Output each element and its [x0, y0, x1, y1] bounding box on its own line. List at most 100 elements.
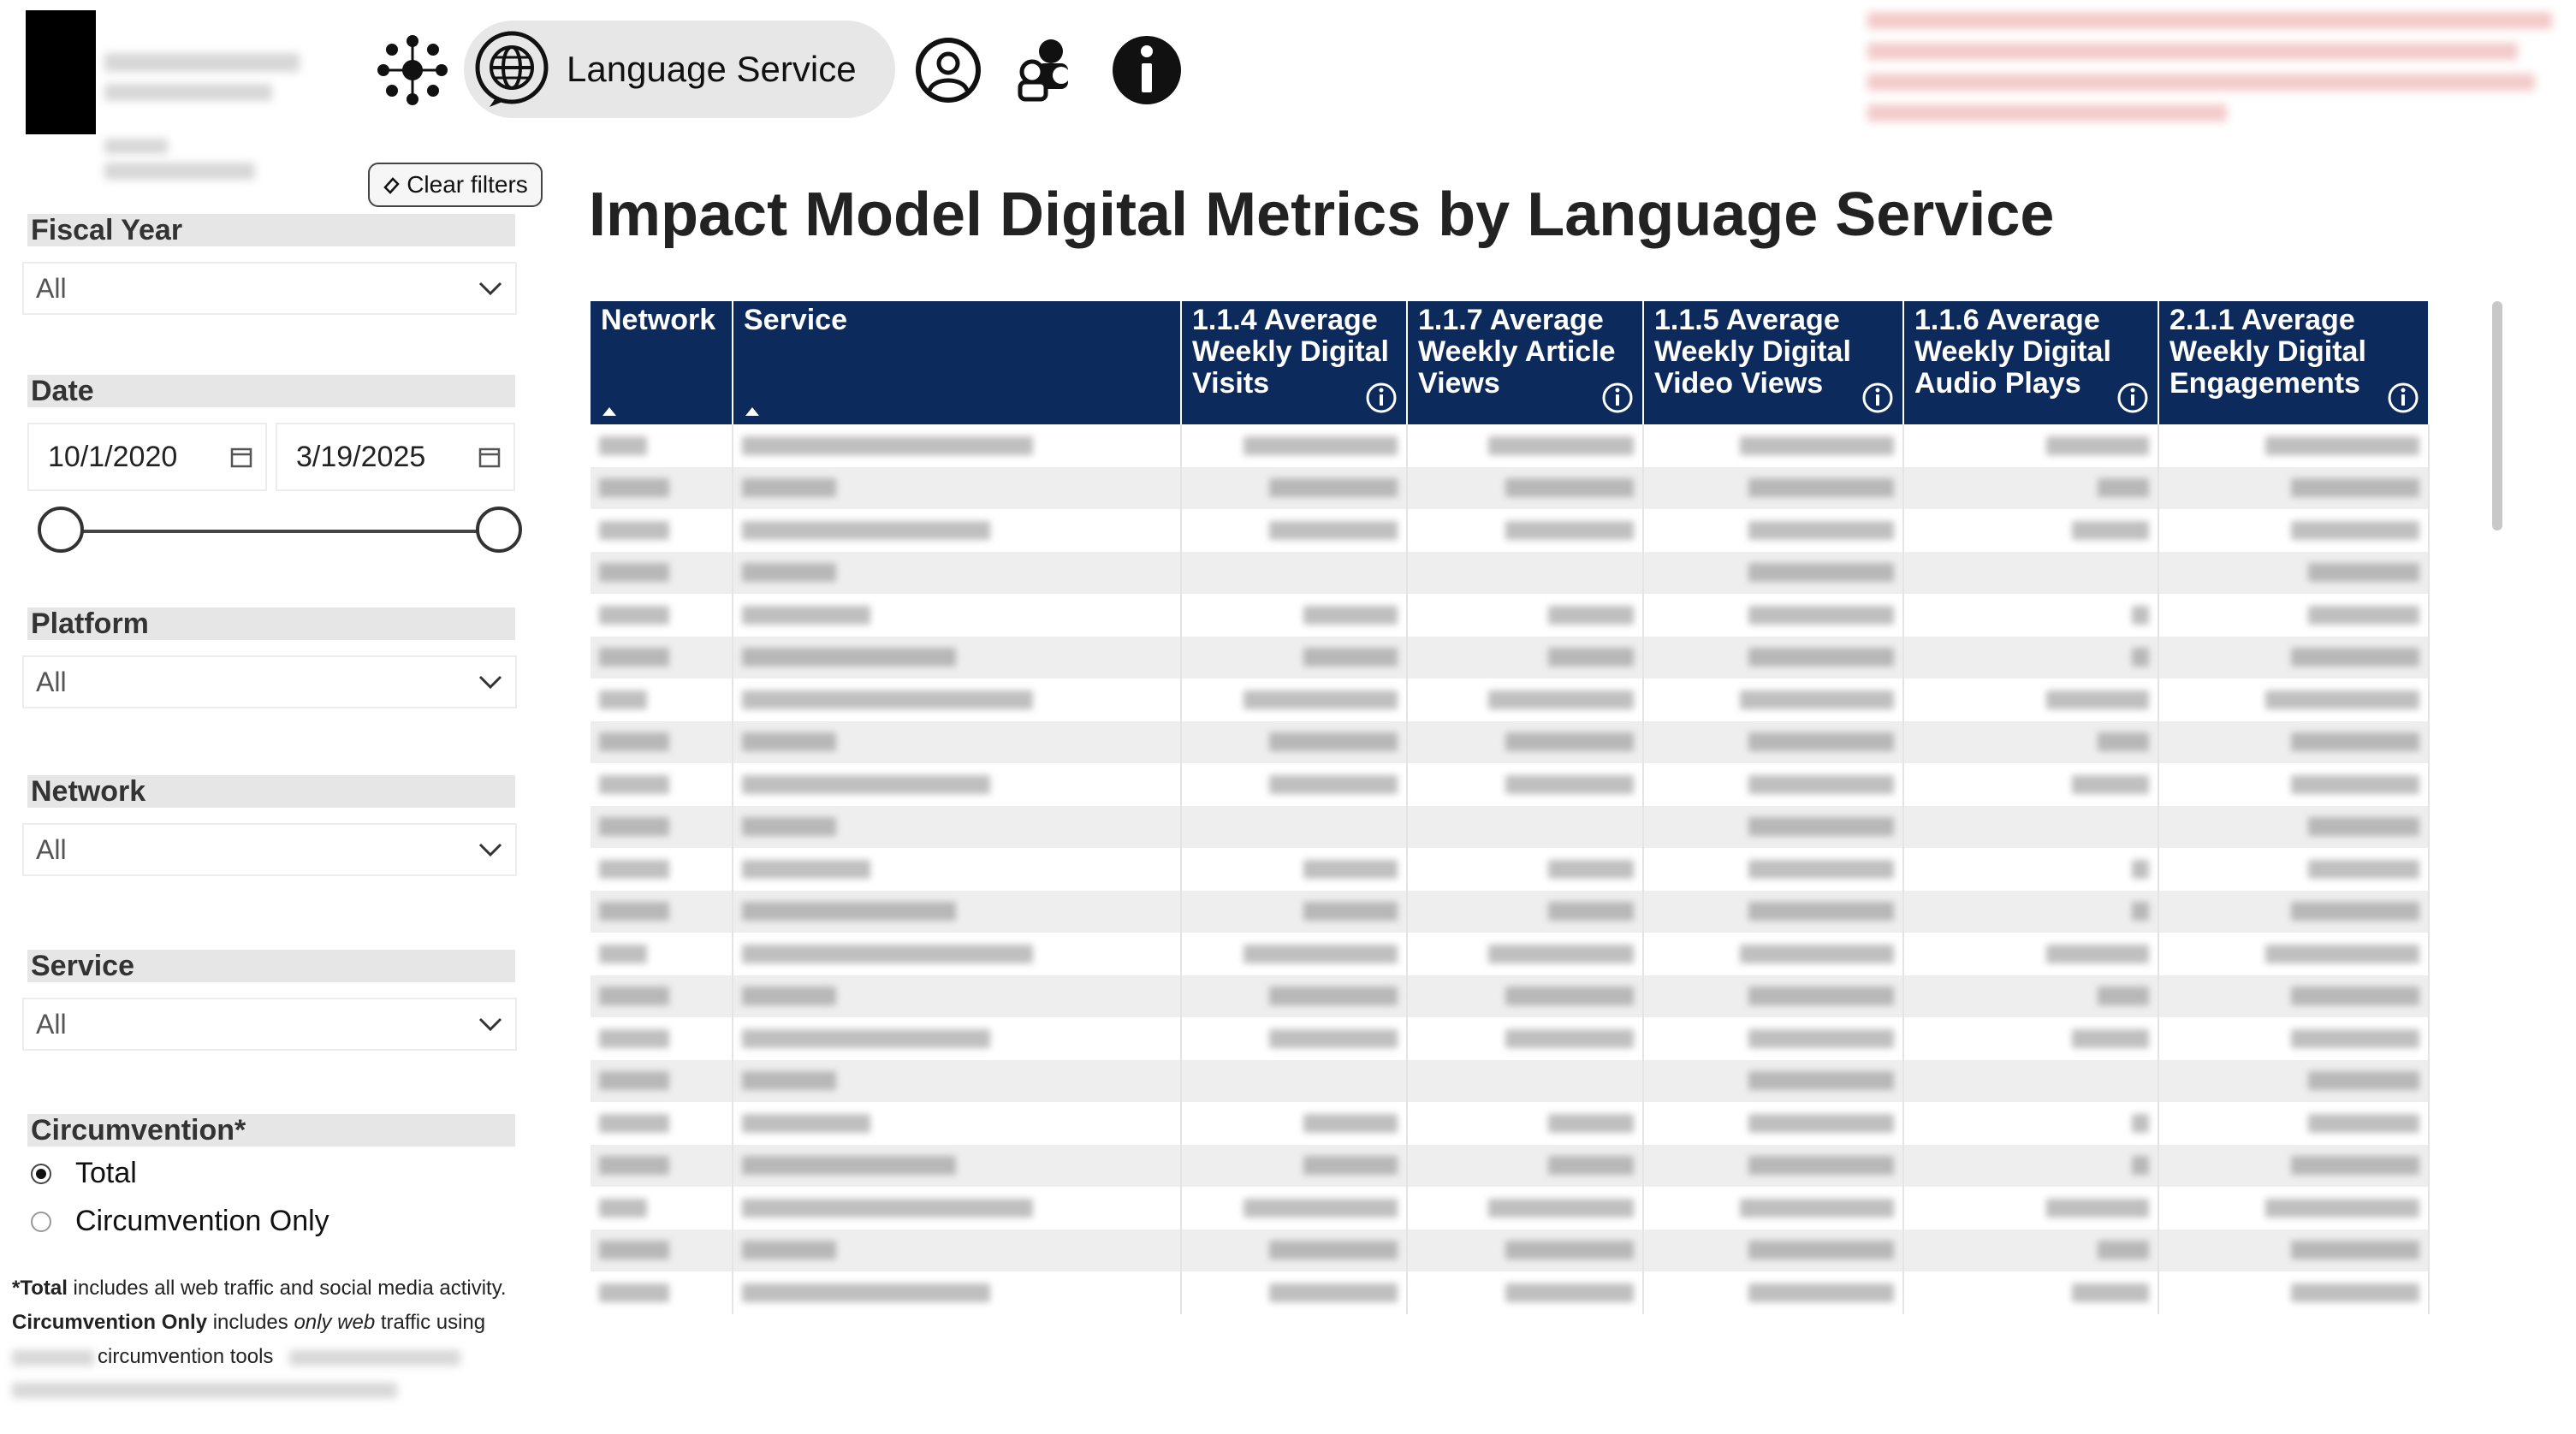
redacted-value — [1548, 859, 1634, 879]
table-row[interactable] — [591, 975, 2430, 1017]
network-dropdown[interactable]: All — [22, 823, 517, 876]
table-cell — [1181, 1187, 1408, 1230]
fiscal-year-dropdown[interactable]: All — [22, 262, 517, 315]
redacted-value — [742, 902, 956, 921]
redacted-value — [2098, 1241, 2149, 1260]
table-row[interactable] — [591, 763, 2430, 806]
table-row[interactable] — [591, 1059, 2430, 1102]
redacted-value — [2046, 944, 2149, 963]
col-header-label: 1.1.4 Average Weekly Digital Visits — [1192, 304, 1389, 400]
col-header-video-views[interactable]: 1.1.5 Average Weekly Digital Video Views — [1643, 301, 1904, 424]
info-circle-icon[interactable] — [2116, 382, 2149, 414]
date-end-input[interactable]: 3/19/2025 — [276, 423, 515, 491]
table-cell — [1181, 594, 1408, 637]
table-row[interactable] — [591, 805, 2430, 848]
table-cell — [733, 1144, 1182, 1187]
col-header-engagements[interactable]: 2.1.1 Average Weekly Digital Engagements — [2158, 301, 2430, 424]
col-header-network[interactable]: Network — [591, 301, 733, 424]
col-header-digital-visits[interactable]: 1.1.4 Average Weekly Digital Visits — [1181, 301, 1408, 424]
table-row[interactable] — [591, 890, 2430, 933]
table-row[interactable] — [591, 1017, 2430, 1060]
table-cell — [1181, 1271, 1408, 1314]
redacted-value — [1748, 859, 1894, 879]
table-cell — [1643, 975, 1904, 1017]
date-range-track[interactable] — [62, 530, 500, 533]
radio-total[interactable]: Total — [31, 1157, 137, 1190]
info-circle-icon[interactable] — [2387, 382, 2419, 414]
table-cell — [1643, 678, 1904, 721]
table-row[interactable] — [591, 678, 2430, 721]
table-cell — [1181, 975, 1408, 1017]
info-circle-icon[interactable] — [1365, 382, 1398, 414]
redacted-value — [1548, 1113, 1634, 1133]
redacted-value — [1748, 605, 1894, 625]
redacted-value — [1269, 1241, 1398, 1260]
footnote-total-text: includes all web traffic and social medi… — [67, 1277, 507, 1300]
table-cell — [1181, 1017, 1408, 1060]
redacted-value — [2308, 605, 2419, 625]
table-row[interactable] — [591, 720, 2430, 763]
redacted-value — [742, 1198, 1033, 1218]
redacted-value — [2265, 1198, 2419, 1218]
info-circle-icon[interactable] — [1861, 382, 1894, 414]
table-cell — [1643, 1229, 1904, 1271]
redacted-value — [1505, 478, 1634, 498]
table-cell — [1903, 594, 2159, 637]
clear-filters-button[interactable]: Clear filters — [368, 163, 543, 207]
sort-asc-icon — [745, 407, 759, 416]
redacted-value — [2291, 1283, 2419, 1302]
redacted-value — [742, 774, 990, 794]
table-row[interactable] — [591, 636, 2430, 678]
radio-unselected-icon — [31, 1211, 51, 1232]
radio-circumvention-only[interactable]: Circumvention Only — [31, 1205, 329, 1238]
redacted-value — [1505, 774, 1634, 794]
table-row[interactable] — [591, 1187, 2430, 1230]
user-icon[interactable] — [912, 34, 984, 106]
table-row[interactable] — [591, 1229, 2430, 1271]
redacted-value — [2308, 1071, 2419, 1091]
info-circle-icon[interactable] — [1601, 382, 1634, 414]
date-start-input[interactable]: 10/1/2020 — [27, 423, 267, 491]
user-group-icon[interactable] — [1012, 34, 1083, 106]
table-row[interactable] — [591, 1102, 2430, 1145]
table-row[interactable] — [591, 594, 2430, 637]
table-cell — [2158, 805, 2430, 848]
table-row[interactable] — [591, 1144, 2430, 1187]
table-row[interactable] — [591, 424, 2430, 467]
nav-language-service[interactable]: Language Service — [464, 21, 895, 118]
table-cell — [591, 848, 733, 891]
redacted-value — [742, 1028, 990, 1048]
info-icon[interactable] — [1111, 34, 1183, 106]
col-header-service[interactable]: Service — [733, 301, 1182, 424]
table-row[interactable] — [591, 466, 2430, 509]
table-cell — [1903, 848, 2159, 891]
platform-dropdown[interactable]: All — [22, 655, 517, 708]
col-header-article-views[interactable]: 1.1.7 Average Weekly Article Views — [1407, 301, 1644, 424]
redacted-value — [742, 1283, 990, 1302]
table-row[interactable] — [591, 509, 2430, 552]
table-cell — [1407, 1271, 1644, 1314]
table-cell — [1903, 1017, 2159, 1060]
table-cell — [591, 636, 733, 678]
table-cell — [591, 720, 733, 763]
redacted-value — [1548, 902, 1634, 921]
table-row[interactable] — [591, 551, 2430, 594]
service-dropdown[interactable]: All — [22, 998, 517, 1051]
date-range-end-handle[interactable] — [476, 507, 522, 553]
table-row[interactable] — [591, 933, 2430, 975]
table-row[interactable] — [591, 1271, 2430, 1314]
footnote-circ-text: traffic using — [375, 1311, 486, 1334]
network-hub-icon[interactable] — [377, 34, 448, 106]
table-cell — [1407, 1144, 1644, 1187]
circumvention-label: Circumvention* — [27, 1114, 515, 1147]
table-row[interactable] — [591, 848, 2430, 891]
redacted-value — [742, 478, 836, 498]
date-range-start-handle[interactable] — [38, 507, 84, 553]
table-cell — [591, 1144, 733, 1187]
redacted-value — [1548, 1156, 1634, 1176]
redacted-value — [1269, 987, 1398, 1006]
table-scrollbar[interactable] — [2492, 301, 2502, 530]
col-header-label: 1.1.6 Average Weekly Digital Audio Plays — [1914, 304, 2111, 400]
redacted-value — [599, 1113, 669, 1133]
col-header-audio-plays[interactable]: 1.1.6 Average Weekly Digital Audio Plays — [1903, 301, 2159, 424]
